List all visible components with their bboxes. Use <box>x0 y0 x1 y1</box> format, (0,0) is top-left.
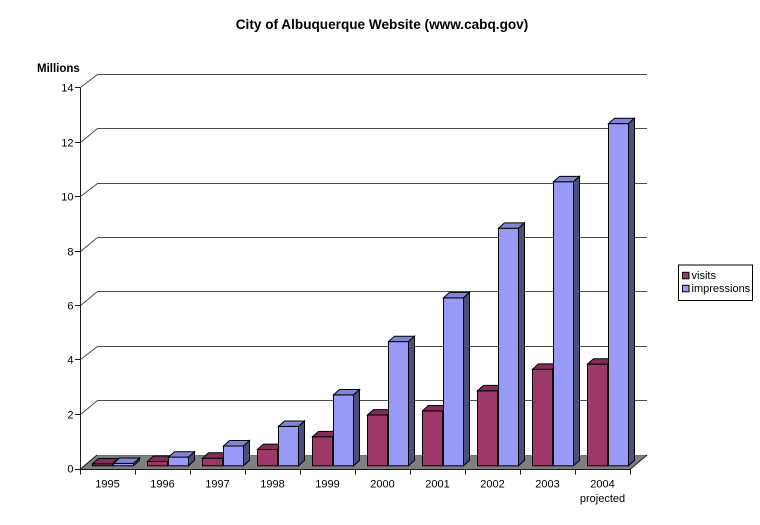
svg-text:4: 4 <box>67 355 73 367</box>
svg-text:6: 6 <box>67 301 73 313</box>
svg-text:2000: 2000 <box>370 479 394 491</box>
svg-text:1995: 1995 <box>95 479 119 491</box>
svg-text:Millions: Millions <box>37 63 80 75</box>
svg-text:1999: 1999 <box>315 479 339 491</box>
svg-text:2: 2 <box>67 410 73 422</box>
svg-text:impressions: impressions <box>692 283 751 295</box>
svg-text:1996: 1996 <box>150 479 174 491</box>
svg-text:2002: 2002 <box>480 479 504 491</box>
svg-text:1997: 1997 <box>205 479 229 491</box>
svg-text:2004: 2004 <box>590 479 614 491</box>
svg-text:2003: 2003 <box>535 479 559 491</box>
svg-text:10: 10 <box>61 192 73 204</box>
svg-text:1998: 1998 <box>260 479 284 491</box>
svg-text:2001: 2001 <box>425 479 449 491</box>
svg-text:projected: projected <box>580 493 625 505</box>
svg-text:0: 0 <box>67 464 73 476</box>
svg-text:8: 8 <box>67 247 73 259</box>
svg-text:14: 14 <box>61 83 73 95</box>
svg-text:visits: visits <box>692 270 717 282</box>
svg-text:12: 12 <box>61 138 73 150</box>
svg-text:City of Albuquerque Website (w: City of Albuquerque Website (www.cabq.go… <box>236 17 529 32</box>
